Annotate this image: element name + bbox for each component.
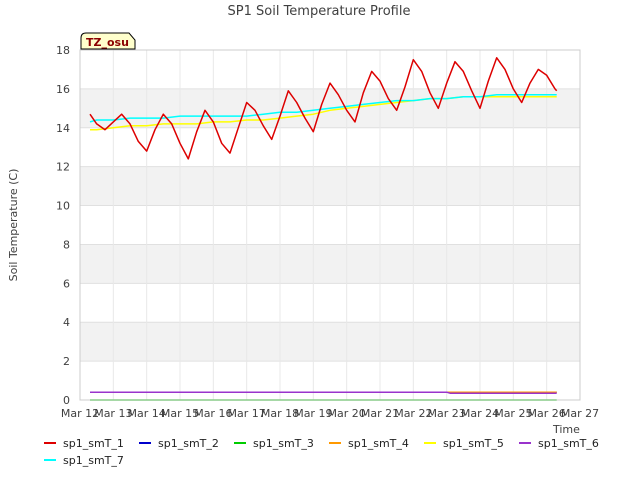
x-axis-label: Time [552,423,580,436]
legend-item-sp1_smT_2: sp1_smT_2 [139,437,219,450]
grid-band [80,127,580,167]
legend-item-sp1_smT_7: sp1_smT_7 [44,454,124,467]
x-tick-label: Mar 24 [461,407,499,420]
grid-band [80,244,580,284]
tag-label: TZ_osu [86,36,129,49]
y-tick-label: 4 [63,316,70,329]
legend-item-sp1_smT_4: sp1_smT_4 [329,437,409,450]
series-line-sp1_smT_1 [89,57,558,160]
y-tick-label: 2 [63,355,70,368]
x-tick-label: Mar 18 [261,407,299,420]
x-tick-label: Mar 19 [294,407,332,420]
x-tick-label: Mar 21 [361,407,399,420]
grid [79,49,581,401]
tag-box: TZ_osu [80,32,136,50]
grid-band [80,205,580,245]
grid-band [80,361,580,400]
grid-band [80,322,580,362]
y-tick-label: 16 [56,83,70,96]
x-tick-label: Mar 14 [128,407,166,420]
y-tick-label: 0 [63,394,70,407]
y-tick-label: 18 [56,44,70,57]
y-tick-label: 6 [63,277,70,290]
legend: sp1_smT_1 sp1_smT_2 sp1_smT_3 sp1_smT_4 sp1_… [44,437,599,467]
x-tick-label: Mar 27 [561,407,599,420]
x-tick-label: Mar 26 [528,407,566,420]
x-tick-label: Mar 23 [428,407,466,420]
series-line-sp1_smT_6 [90,391,557,394]
legend-label: sp1_smT_7 [63,454,124,467]
plot-background [80,50,580,400]
legend-label: sp1_smT_4 [348,437,409,450]
legend-label: sp1_smT_2 [158,437,219,450]
y-tick-label: 8 [63,238,70,251]
legend-label: sp1_smT_1 [63,437,124,450]
y-axis-label: Soil Temperature (C) [7,169,20,282]
x-tick-label: Mar 17 [228,407,266,420]
x-tick-label: Mar 25 [494,407,532,420]
legend-item-sp1_smT_5: sp1_smT_5 [424,437,504,450]
legend-item-sp1_smT_3: sp1_smT_3 [234,437,314,450]
x-tick-label: Mar 13 [94,407,132,420]
legend-label: sp1_smT_6 [538,437,599,450]
x-tick-label: Mar 12 [61,407,99,420]
x-tick-label: Mar 22 [394,407,432,420]
y-tick-label: 12 [56,161,70,174]
y-tick-label: 10 [56,200,70,213]
x-tick-label: Mar 15 [161,407,199,420]
chart-title: SP1 Soil Temperature Profile [228,4,411,19]
x-tick-label: Mar 20 [328,407,366,420]
legend-item-sp1_smT_1: sp1_smT_1 [44,437,124,450]
plot-frame [79,49,581,401]
legend-label: sp1_smT_3 [253,437,314,450]
grid-band [80,166,580,206]
grid-band [80,283,580,323]
x-tick-label: Mar 16 [194,407,232,420]
y-tick-label: 14 [56,122,70,135]
legend-item-sp1_smT_6: sp1_smT_6 [519,437,599,450]
legend-label: sp1_smT_5 [443,437,504,450]
